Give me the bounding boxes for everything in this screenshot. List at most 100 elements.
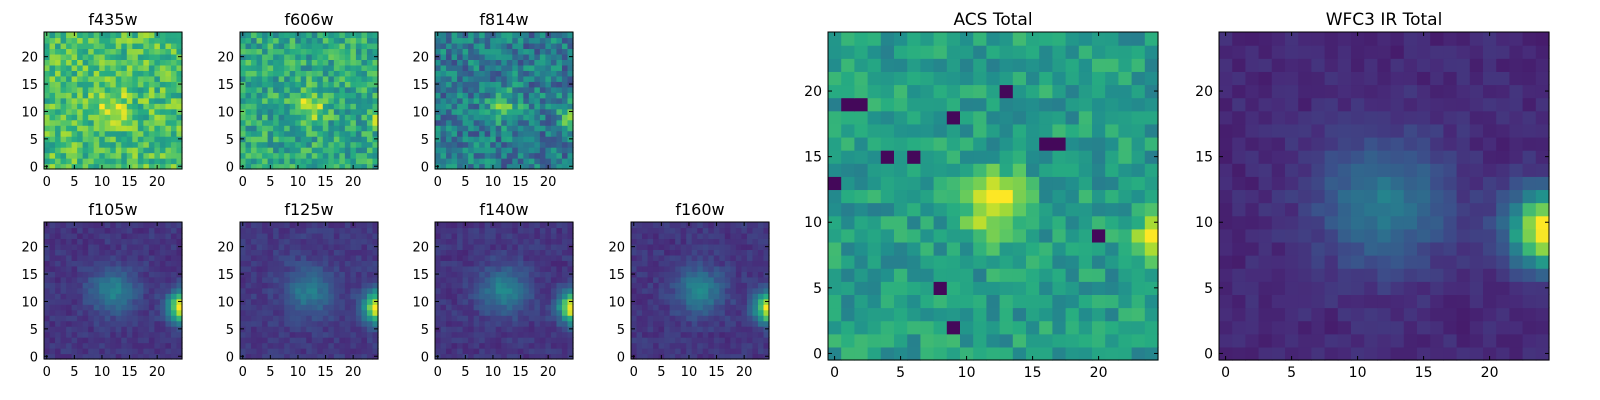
heatmap-cell (440, 271, 447, 278)
heatmap-cell (60, 260, 67, 267)
heatmap-cell (462, 232, 469, 240)
heatmap-cell (339, 125, 346, 132)
heatmap-cell (317, 326, 324, 333)
heatmap-cell (1039, 307, 1053, 322)
heatmap-cell (66, 287, 73, 294)
heatmap-cell (251, 32, 258, 39)
heatmap-cell (126, 59, 133, 66)
heatmap-cell (110, 97, 117, 104)
heatmap-cell (82, 293, 89, 300)
heatmap-cell (77, 249, 84, 256)
heatmap-cell (724, 315, 731, 322)
heatmap-cell (561, 227, 569, 234)
heatmap-cell (328, 326, 335, 333)
heatmap-cell (664, 238, 671, 245)
heatmap-cell (642, 276, 649, 283)
heatmap-cell (1144, 255, 1159, 269)
x-tick-label: 10 (94, 365, 111, 380)
heatmap-cell (675, 309, 682, 316)
heatmap-cell (1012, 268, 1027, 282)
heatmap-cell (137, 309, 144, 316)
heatmap-cell (545, 227, 552, 234)
heatmap-cell (245, 37, 252, 44)
heatmap-cell (137, 320, 144, 327)
heatmap-cell (240, 265, 247, 272)
heatmap-cell (735, 232, 742, 240)
heatmap-cell (148, 293, 155, 300)
heatmap-cell (462, 282, 469, 289)
heatmap-cell (708, 353, 715, 360)
heatmap-cell (556, 53, 563, 60)
heatmap-cell (245, 293, 252, 300)
heatmap-cell (446, 326, 453, 333)
heatmap-cell (841, 255, 855, 269)
heatmap-cell (322, 320, 329, 327)
heatmap-cell (686, 326, 693, 333)
heatmap-cell (311, 152, 318, 159)
heatmap-cell (534, 136, 541, 143)
heatmap-cell (317, 114, 324, 121)
heatmap-cell (339, 315, 346, 322)
heatmap-cell (245, 103, 252, 110)
heatmap-cell (495, 163, 502, 170)
heatmap-cell (446, 158, 453, 165)
heatmap-cell (490, 309, 497, 316)
heatmap-cell (344, 141, 351, 148)
heatmap-cell (322, 152, 329, 159)
heatmap-cell (702, 249, 709, 256)
heatmap-cell (132, 163, 139, 170)
heatmap-cell (561, 342, 569, 349)
heatmap-cell (262, 152, 269, 159)
heatmap-cell (300, 81, 307, 88)
heatmap-cell (495, 238, 502, 245)
heatmap-cell (523, 271, 530, 278)
heatmap-cell (907, 320, 921, 335)
heatmap-cell (1118, 228, 1133, 243)
heatmap-cell (867, 255, 882, 269)
heatmap-cell (333, 282, 340, 289)
heatmap-cell (165, 315, 172, 322)
heatmap-cell (88, 141, 95, 148)
heatmap-cell (501, 298, 508, 305)
heatmap-cell (880, 346, 895, 361)
heatmap-cell (295, 158, 302, 165)
heatmap-cell (71, 136, 78, 143)
heatmap-cell (545, 59, 552, 66)
heatmap-cell (1092, 241, 1106, 256)
heatmap-cell (867, 189, 882, 204)
heatmap-cell (746, 222, 754, 229)
heatmap-cell (680, 243, 687, 250)
x-tick-label: 20 (345, 175, 362, 190)
heatmap-cell (278, 158, 285, 165)
heatmap-cell (451, 222, 458, 229)
heatmap-cell (256, 103, 263, 110)
heatmap-cell (148, 97, 155, 104)
heatmap-cell (110, 265, 117, 272)
heatmap-cell (344, 260, 351, 267)
heatmap-cell (82, 53, 89, 60)
heatmap-cell (484, 353, 491, 360)
heatmap-cell (647, 282, 654, 289)
heatmap-cell (647, 243, 654, 250)
heatmap-cell (446, 271, 453, 278)
heatmap-cell (126, 125, 133, 132)
heatmap-cell (77, 53, 84, 60)
heatmap-cell (328, 271, 335, 278)
heatmap-cell (262, 70, 269, 77)
heatmap-cell (339, 227, 346, 234)
heatmap-cell (132, 331, 139, 338)
heatmap-cell (719, 265, 726, 272)
heatmap-cell (132, 97, 139, 104)
heatmap-cell (55, 227, 62, 234)
heatmap-cell (708, 232, 715, 240)
heatmap-cell (1039, 281, 1053, 295)
heatmap-cell (278, 97, 285, 104)
heatmap-cell (752, 265, 759, 272)
axes-frame (434, 31, 574, 170)
heatmap-cell (300, 260, 307, 267)
heatmap-cell (435, 238, 442, 245)
heatmap-cell (708, 282, 715, 289)
heatmap-cell (746, 260, 754, 267)
heatmap-cell (534, 315, 541, 322)
heatmap-cell (556, 315, 563, 322)
